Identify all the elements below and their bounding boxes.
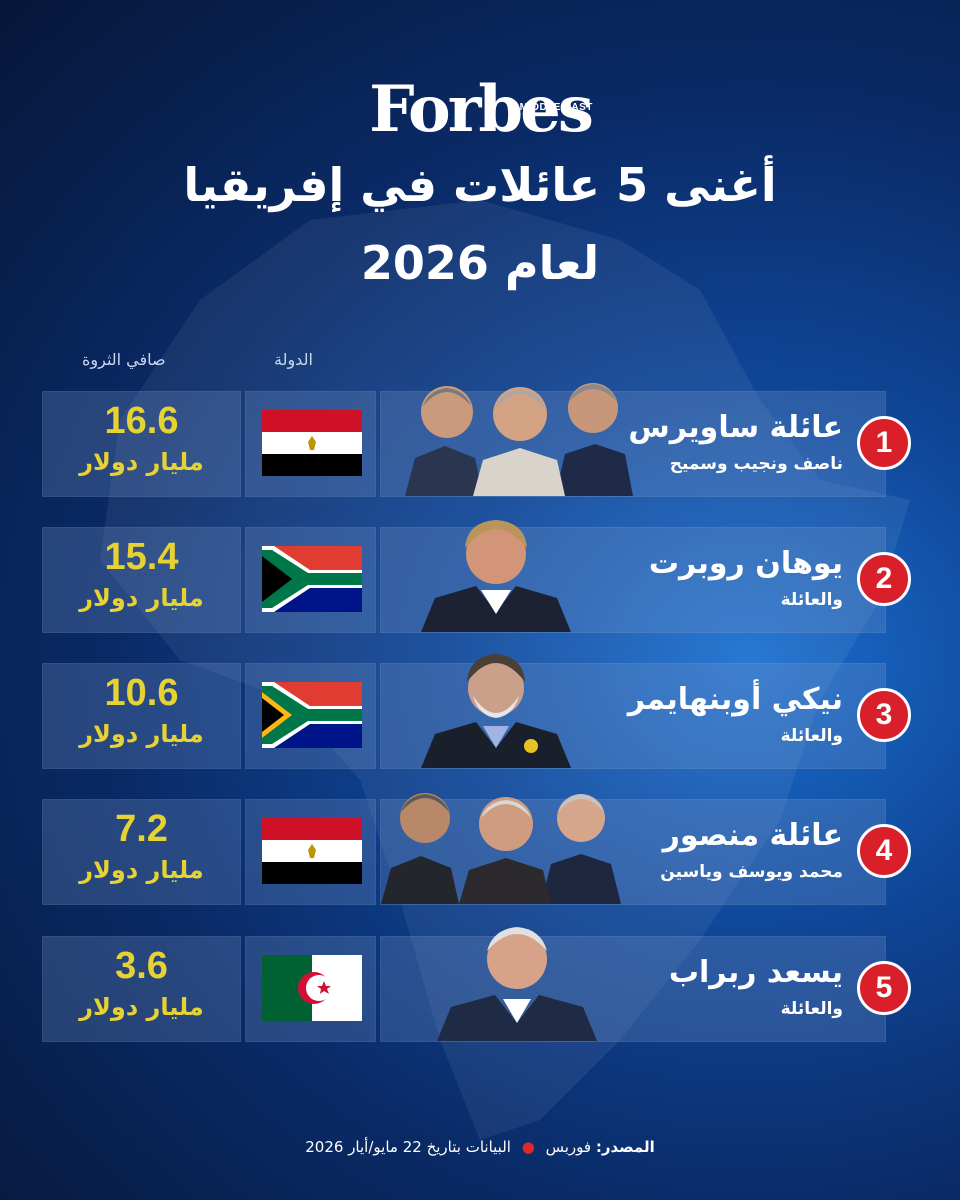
family-name: يسعد ربراب xyxy=(668,955,843,990)
net-worth-cell: 7.2 مليار دولار xyxy=(42,799,241,905)
portrait-photo xyxy=(437,927,597,1041)
net-worth-value: 15.4 xyxy=(104,536,179,578)
family-name: عائلة منصور xyxy=(662,818,843,853)
rank-badge: 1 xyxy=(857,416,911,470)
logo-region: MIDDLE EAST xyxy=(519,102,593,113)
net-worth-unit: مليار دولار xyxy=(79,584,204,612)
net-worth-cell: 16.6 مليار دولار xyxy=(42,391,241,497)
country-cell xyxy=(245,936,376,1042)
net-worth-cell: 3.6 مليار دولار xyxy=(42,936,241,1042)
south-africa-flag-icon xyxy=(262,546,362,612)
egypt-flag-icon xyxy=(262,818,362,884)
family-portrait-photo xyxy=(381,793,621,904)
family-members: ناصف ونجيب وسميح xyxy=(669,454,843,474)
portrait-photo xyxy=(421,520,571,632)
rank-badge: 2 xyxy=(857,552,911,606)
forbes-logo: Forbes MIDDLE EAST xyxy=(0,78,960,142)
country-column-header: الدولة xyxy=(274,350,313,369)
name-cell: نيكي أوبنهايمر والعائلة 3 xyxy=(380,654,911,769)
net-worth-value: 3.6 xyxy=(115,945,168,987)
family-members: والعائلة xyxy=(780,590,843,610)
rank-badge: 4 xyxy=(857,824,911,878)
net-worth-unit: مليار دولار xyxy=(79,856,204,884)
separator-dot-icon: ● xyxy=(521,1138,535,1156)
source-name: فوربس xyxy=(545,1138,592,1156)
source-label: المصدر: xyxy=(595,1138,655,1156)
name-cell: يسعد ربراب والعائلة 5 xyxy=(380,927,911,1042)
egypt-flag-icon xyxy=(262,410,362,476)
family-members: والعائلة xyxy=(780,726,843,746)
net-worth-value: 16.6 xyxy=(104,400,179,442)
name-cell: يوهان روبرت والعائلة 2 xyxy=(380,520,911,633)
country-cell xyxy=(245,663,376,769)
name-cell: عائلة ساويرس ناصف ونجيب وسميح 1 xyxy=(380,383,911,497)
country-cell xyxy=(245,799,376,905)
list-item: 10.6 مليار دولار نيكي أوبنهايمر والعائلة… xyxy=(42,654,911,769)
list-item: 3.6 مليار دولار يسعد ربراب والعائلة 5 xyxy=(42,927,911,1042)
list-item: 16.6 مليار دولار عائلة ساويرس ناصف ونجيب… xyxy=(42,383,911,497)
logo-wordmark: Forbes xyxy=(369,72,594,147)
list-item: 7.2 مليار دولار عائلة منصور محمد ويوسف و… xyxy=(42,793,911,905)
net-worth-cell: 15.4 مليار دولار xyxy=(42,527,241,633)
net-worth-cell: 10.6 مليار دولار xyxy=(42,663,241,769)
net-worth-unit: مليار دولار xyxy=(79,448,204,476)
country-cell xyxy=(245,391,376,497)
rank-badge: 5 xyxy=(857,961,911,1015)
family-portrait-photo xyxy=(405,383,633,496)
net-worth-value: 7.2 xyxy=(115,808,168,850)
south-africa-flag-icon xyxy=(262,682,362,748)
family-members: محمد ويوسف وياسين xyxy=(660,862,843,882)
name-cell: عائلة منصور محمد ويوسف وياسين 4 xyxy=(380,793,911,905)
rank-badge: 3 xyxy=(857,688,911,742)
page-title-line2: لعام 2026 xyxy=(360,236,600,290)
net-worth-value: 10.6 xyxy=(104,672,179,714)
data-date: البيانات بتاريخ 22 مايو/أيار 2026 xyxy=(305,1138,511,1156)
net-worth-unit: مليار دولار xyxy=(79,993,204,1021)
country-cell xyxy=(245,527,376,633)
family-name: عائلة ساويرس xyxy=(628,410,843,445)
list-item: 15.4 مليار دولار يوهان روبرت والعائلة 2 xyxy=(42,520,911,633)
family-name: نيكي أوبنهايمر xyxy=(627,682,843,717)
page-title-line1: أغنى 5 عائلات في إفريقيا xyxy=(183,158,777,212)
family-members: والعائلة xyxy=(780,999,843,1019)
net-worth-column-header: صافي الثروة xyxy=(82,350,166,369)
source-footer: المصدر: فوربس ● البيانات بتاريخ 22 مايو/… xyxy=(0,1138,960,1156)
family-name: يوهان روبرت xyxy=(648,546,843,581)
net-worth-unit: مليار دولار xyxy=(79,720,204,748)
algeria-flag-icon xyxy=(262,955,362,1021)
portrait-photo xyxy=(421,654,571,768)
